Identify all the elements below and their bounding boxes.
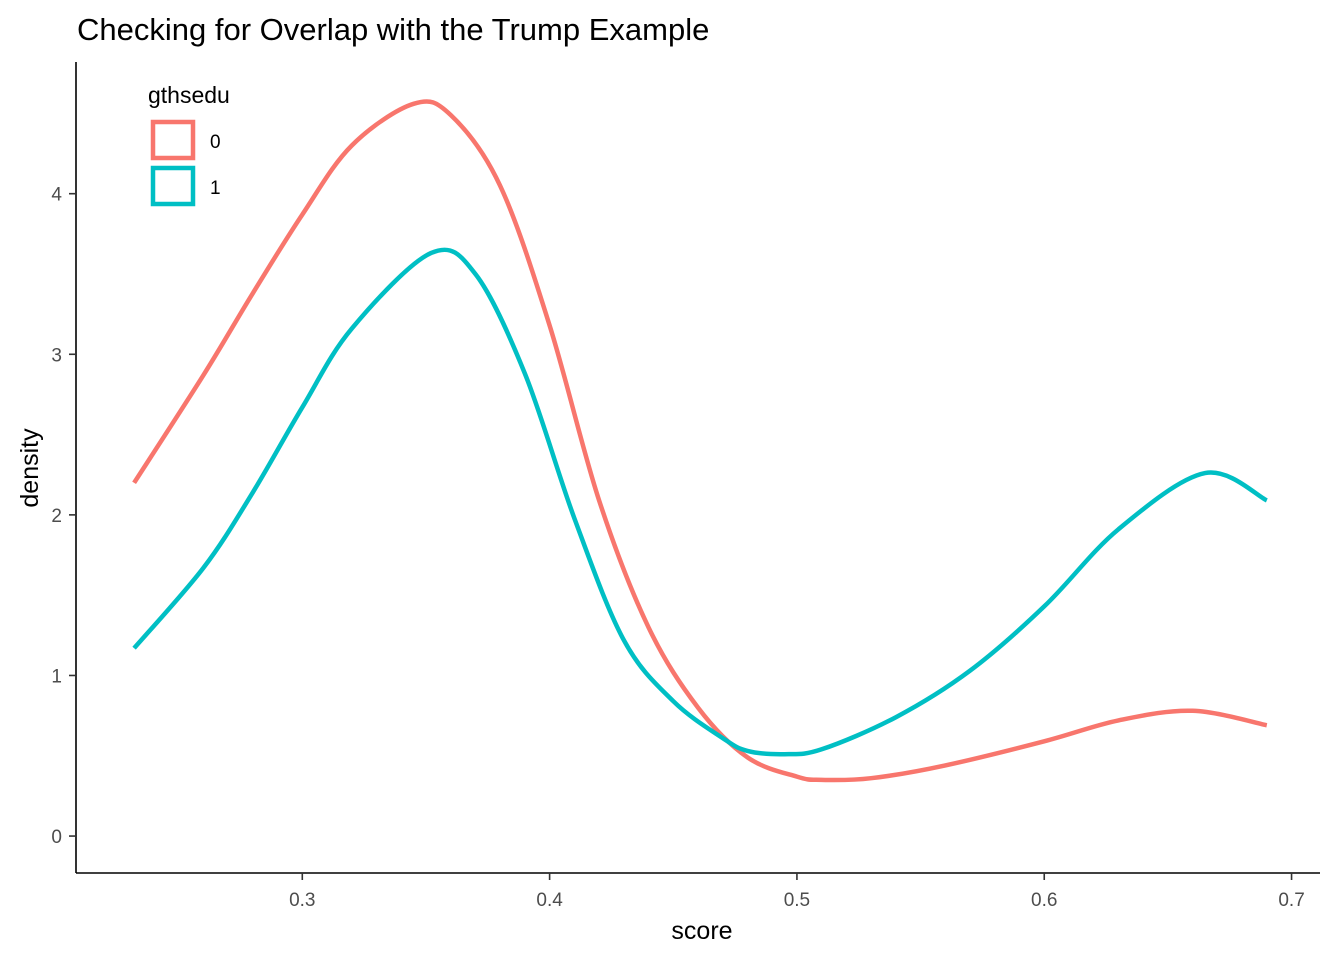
x-axis-title: score <box>671 917 732 945</box>
legend-key-0 <box>150 119 196 161</box>
x-tick-label: 0.4 <box>536 890 563 911</box>
y-axis-ticks: 0 1 2 3 4 <box>51 185 76 848</box>
y-tick-label: 4 <box>51 185 62 206</box>
legend-title: gthsedu <box>148 82 230 108</box>
x-tick-label: 0.7 <box>1278 890 1304 911</box>
density-line-1 <box>132 247 1268 757</box>
chart-title: Checking for Overlap with the Trump Exam… <box>77 12 709 47</box>
x-axis-ticks: 0.3 0.4 0.5 0.6 0.7 <box>289 873 1305 911</box>
y-tick-label: 2 <box>51 506 62 527</box>
x-tick-label: 0.5 <box>784 890 810 911</box>
legend: gthsedu 0 1 <box>148 82 230 207</box>
legend-label-1: 1 <box>210 178 221 199</box>
x-tick-label: 0.6 <box>1031 890 1057 911</box>
y-tick-label: 1 <box>51 666 62 687</box>
legend-key-1 <box>150 165 196 207</box>
x-tick-label: 0.3 <box>289 890 315 911</box>
y-tick-label: 0 <box>51 827 62 848</box>
y-axis-title: density <box>16 428 44 508</box>
y-tick-label: 3 <box>51 345 62 366</box>
legend-label-0: 0 <box>210 132 221 153</box>
series-layer <box>132 99 1268 783</box>
density-line-0 <box>132 99 1268 783</box>
